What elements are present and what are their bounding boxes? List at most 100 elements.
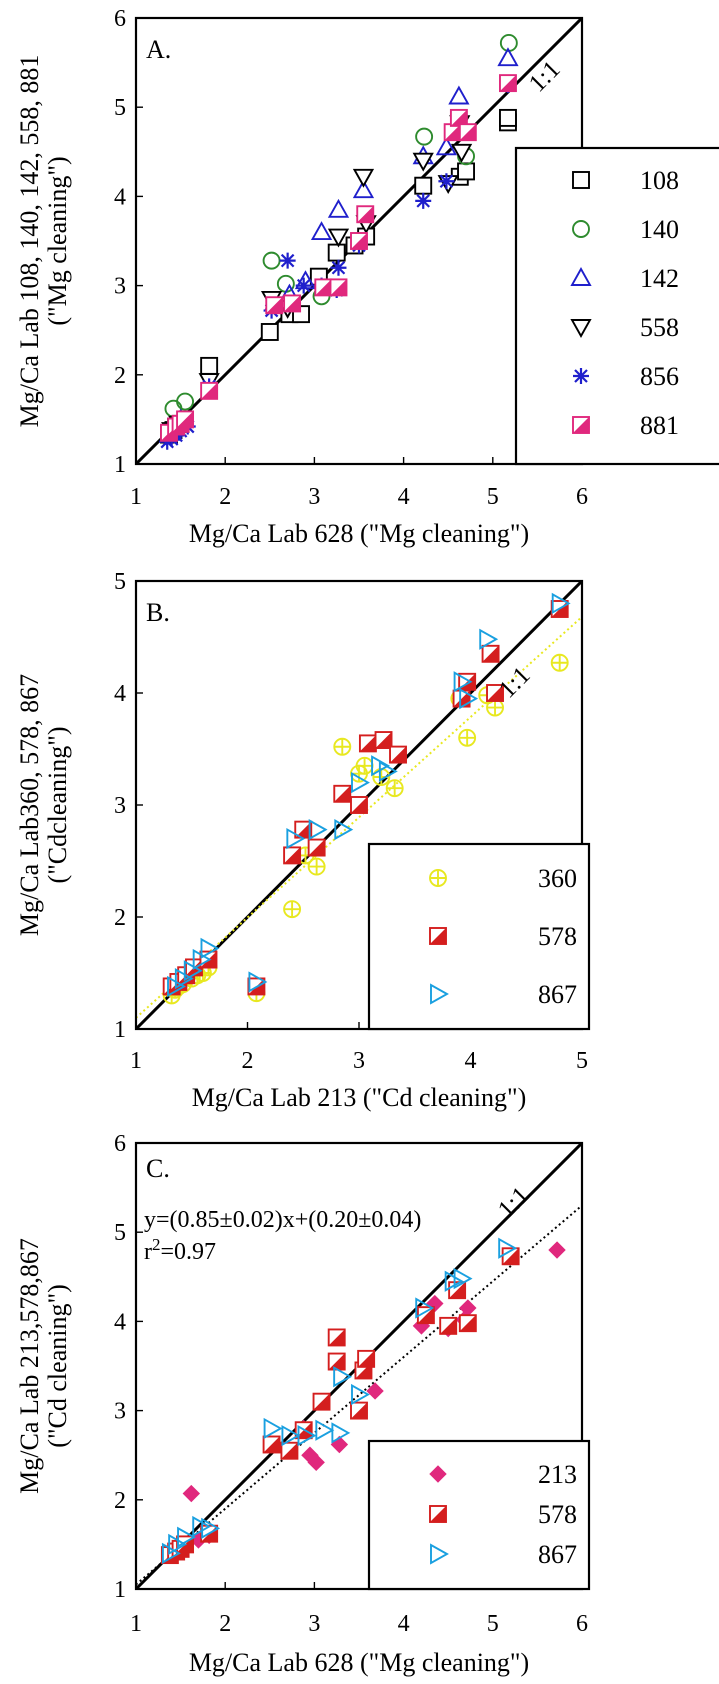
- x-tick-label: 5: [487, 484, 499, 510]
- data-point: [307, 1453, 325, 1472]
- marker-shape: [295, 277, 312, 294]
- legend-marker-360: [429, 869, 447, 887]
- legend-marker-856: [573, 368, 589, 384]
- marker-shape: [430, 983, 449, 1005]
- marker-cross: [334, 738, 351, 755]
- x-tick-label: 4: [465, 1048, 477, 1074]
- data-point: [458, 123, 477, 142]
- data-point: [414, 176, 433, 195]
- marker-fill: [499, 75, 516, 92]
- data-point: [458, 728, 477, 747]
- legend-marker-881: [572, 416, 590, 434]
- data-point: [458, 1314, 477, 1333]
- data-point: [333, 784, 352, 803]
- marker-shape: [333, 1366, 353, 1388]
- y-axis-title: Mg/Ca Lab 213,578,867: [15, 1238, 44, 1494]
- one-to-one-label: 1:1: [493, 1182, 535, 1224]
- legend-label: 558: [640, 313, 679, 342]
- marker-fill: [201, 382, 218, 399]
- marker-shape: [573, 368, 589, 384]
- data-point: [262, 251, 281, 270]
- data-point: [327, 228, 350, 248]
- marker-shape: [308, 819, 328, 841]
- x-tick-label: 2: [219, 1611, 231, 1637]
- marker-fill: [502, 1248, 519, 1265]
- data-point: [350, 1401, 368, 1420]
- data-point: [314, 278, 333, 297]
- y-tick-label: 2: [114, 1488, 126, 1514]
- y-tick-label: 5: [114, 95, 126, 121]
- legend-marker-558: [570, 319, 592, 338]
- marker-fill: [177, 411, 194, 428]
- marker-shape: [310, 221, 333, 241]
- data-point: [479, 628, 499, 650]
- data-point: [453, 671, 473, 693]
- y-tick-label: 3: [114, 1399, 126, 1425]
- x-tick-label: 5: [487, 1611, 499, 1637]
- data-point: [297, 1424, 317, 1447]
- data-point: [201, 1517, 221, 1539]
- marker-fill: [430, 1506, 446, 1522]
- series-881: [160, 74, 517, 442]
- marker-fill: [295, 821, 312, 838]
- marker-cross: [308, 858, 325, 875]
- marker-fill: [263, 1436, 280, 1453]
- data-point: [327, 198, 350, 218]
- data-point: [312, 1392, 331, 1411]
- chart-panel-a: 1 2 3 4 5 6 1 2 3 4 5 6 108 140 142 558 856 881 A. 1:1 Mg/Ca…: [15, 6, 719, 548]
- data-point: [352, 179, 375, 199]
- data-point: [481, 644, 500, 663]
- data-point: [499, 74, 517, 93]
- marker-shape: [263, 1417, 283, 1440]
- y-tick-label: 2: [114, 905, 126, 931]
- marker-shape: [201, 1517, 221, 1539]
- data-point: [378, 760, 398, 783]
- marker-shape: [572, 171, 590, 189]
- marker-shape: [430, 1543, 449, 1565]
- data-point: [452, 689, 471, 708]
- marker-shape: [438, 173, 455, 190]
- marker-fill: [357, 206, 374, 223]
- y-tick-label: 6: [114, 1131, 126, 1157]
- data-point: [351, 771, 370, 794]
- data-point: [499, 108, 517, 127]
- x-axis-title: Mg/Ca Lab 213 ("Cd cleaning"): [192, 1083, 527, 1112]
- data-point: [350, 232, 368, 250]
- data-point: [280, 1441, 299, 1460]
- marker-fill: [328, 1329, 345, 1346]
- data-point: [457, 162, 475, 181]
- marker-shape: [334, 819, 354, 841]
- y-tick-label: 4: [114, 1309, 126, 1335]
- data-point: [357, 1349, 376, 1368]
- y-tick-label: 1: [114, 452, 126, 478]
- r-squared-sup: 2: [152, 1235, 161, 1254]
- marker-shape: [260, 323, 279, 341]
- data-point: [283, 900, 302, 919]
- legend-marker-867: [430, 1543, 449, 1565]
- marker-shape: [453, 671, 473, 693]
- x-axis-title: Mg/Ca Lab 628 ("Mg cleaning"): [189, 519, 529, 548]
- data-point: [307, 857, 326, 876]
- marker-fill: [284, 847, 301, 864]
- marker-shape: [572, 220, 590, 238]
- legend-label: 867: [538, 1540, 577, 1569]
- marker-fill: [358, 1350, 375, 1367]
- x-tick-label: 1: [130, 1611, 142, 1637]
- marker-shape: [548, 1241, 566, 1259]
- data-point: [161, 1542, 181, 1564]
- r-squared-base: r: [144, 1239, 152, 1265]
- legend-box: [367, 1439, 591, 1591]
- y-tick-label: 5: [114, 569, 126, 595]
- data-point: [281, 1424, 301, 1447]
- marker-shape: [499, 34, 518, 52]
- series-867: [167, 592, 571, 998]
- marker-shape: [176, 392, 195, 411]
- marker-shape: [570, 319, 592, 338]
- marker-fill: [449, 1282, 466, 1299]
- data-point: [262, 1435, 281, 1454]
- marker-cross: [386, 780, 403, 797]
- marker-cross: [430, 870, 446, 886]
- x-tick-label: 1: [130, 484, 142, 510]
- y-tick-label: 2: [114, 363, 126, 389]
- marker-fill: [308, 839, 325, 856]
